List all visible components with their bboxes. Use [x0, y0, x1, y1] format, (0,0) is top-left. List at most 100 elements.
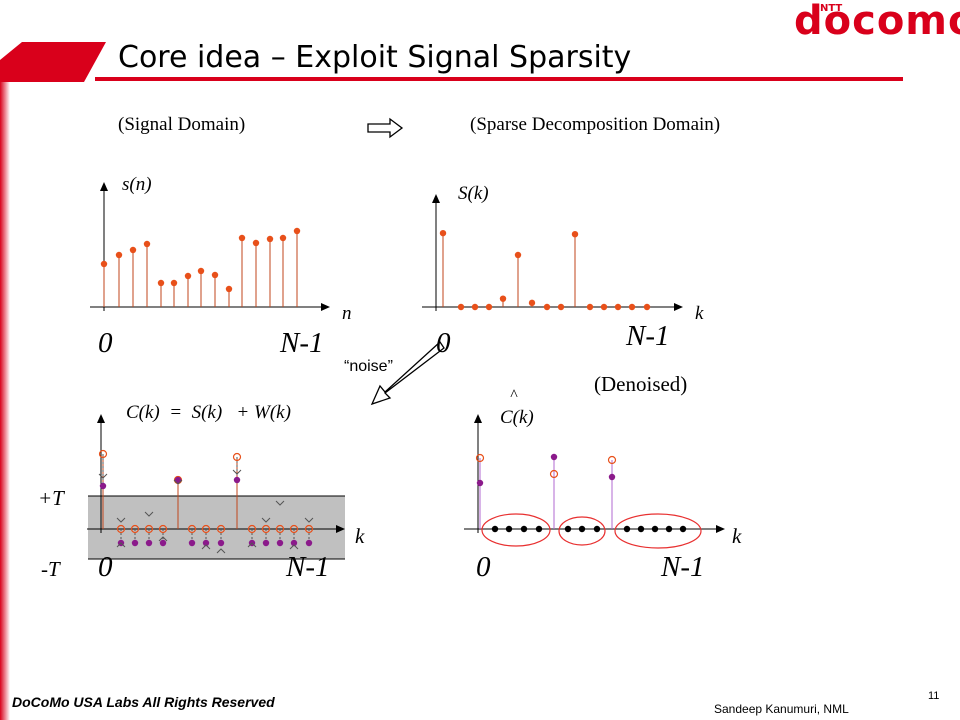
denoised-estimate-point	[550, 453, 558, 461]
sparse-xlabel: k	[695, 303, 704, 324]
footer-copyright: DoCoMo USA Labs All Rights Reserved	[12, 694, 275, 710]
noisy-observed-point	[276, 539, 284, 547]
signal-xlabel: n	[342, 303, 352, 324]
noise-chevron-up-icon	[116, 542, 126, 548]
signal-point	[184, 272, 192, 280]
noisy-x-axis-arrow-icon	[336, 525, 345, 533]
footer-author: Sandeep Kanumuri, NML	[714, 702, 849, 716]
noisy-original-point	[130, 524, 140, 534]
noisy-observed-point	[159, 539, 167, 547]
noise-chevron-down-icon	[98, 473, 108, 479]
signal-y-axis-arrow-icon	[100, 182, 108, 191]
noisy-original-point	[261, 524, 271, 534]
denoised-zero-point	[651, 525, 659, 533]
noisy-original-point	[144, 524, 154, 534]
signal-point	[197, 267, 205, 275]
threshold-band	[88, 496, 345, 559]
noise-chevron-down-icon	[304, 517, 314, 523]
denoised-zero-point	[535, 525, 543, 533]
noise-chevron-down-icon	[261, 517, 271, 523]
sparse-x-end-label: N-1	[625, 320, 670, 352]
denoised-original-point	[549, 469, 559, 479]
noisy-xlabel: k	[355, 524, 365, 548]
docomo-logo: docomo	[794, 0, 960, 44]
denoised-x-axis-arrow-icon	[716, 525, 725, 533]
sparse-point	[439, 229, 447, 237]
sparse-point	[643, 303, 651, 311]
signal-point	[157, 279, 165, 287]
signal-point	[115, 251, 123, 259]
noise-arrow-icon	[370, 341, 445, 406]
signal-point	[252, 239, 260, 247]
denoised-original-point	[475, 453, 485, 463]
sparse-point	[571, 231, 579, 238]
signal-point	[225, 285, 233, 293]
left-accent-bar	[0, 82, 10, 720]
logo-superscript: NTT	[820, 3, 843, 14]
denoised-ylabel-hat: ^	[510, 387, 518, 404]
noisy-observed-point	[131, 539, 139, 547]
denoised-ylabel: C(k)	[500, 407, 534, 428]
noisy-original-point	[275, 524, 285, 534]
denoised-zero-point	[578, 525, 586, 533]
noise-chevron-down-icon	[232, 469, 242, 475]
noise-chevron-up-icon	[201, 544, 211, 550]
noisy-observed-point	[174, 476, 182, 484]
noise-chevron-down-icon	[173, 479, 183, 485]
noisy-observed-point	[217, 539, 225, 547]
title-underline	[95, 77, 903, 81]
noisy-original-point	[201, 524, 211, 534]
zero-group-ellipse	[481, 513, 551, 547]
noisy-original-point	[289, 524, 299, 534]
denoised-y-axis-arrow-icon	[474, 414, 482, 423]
noise-chevron-up-icon	[158, 536, 168, 542]
noise-chevron-up-icon	[216, 548, 226, 554]
denoised-zero-point	[505, 525, 513, 533]
signal-point	[266, 235, 274, 243]
signal-point	[211, 271, 219, 279]
signal-point	[293, 227, 301, 235]
signal-point	[170, 279, 178, 287]
signal-point	[129, 246, 137, 254]
noisy-original-point	[232, 452, 242, 462]
sparse-x-start-label: 0	[436, 327, 451, 359]
denoised-zero-point	[623, 525, 631, 533]
noisy-original-point	[98, 449, 108, 459]
denoised-x-start-label: 0	[476, 551, 491, 583]
denoised-estimate-point	[608, 473, 616, 481]
signal-point	[238, 234, 246, 242]
denoised-label: (Denoised)	[594, 372, 688, 396]
noisy-original-point	[187, 524, 197, 534]
sparse-point	[628, 303, 636, 311]
noisy-observed-point	[233, 476, 241, 484]
sparse-point	[586, 303, 594, 311]
signal-x-axis-arrow-icon	[321, 303, 330, 311]
zero-group-ellipse	[614, 513, 702, 549]
zero-group-ellipse	[558, 516, 606, 546]
sparse-point	[528, 299, 536, 307]
sparse-point	[499, 295, 507, 302]
noise-chevron-up-icon	[289, 544, 299, 550]
noise-chevron-down-icon	[275, 500, 285, 506]
denoised-estimate-point	[476, 479, 484, 487]
equation-label: C(k) = S(k) + W(k)	[126, 402, 291, 423]
sparse-ylabel: S(k)	[458, 183, 489, 204]
denoised-zero-point	[564, 525, 572, 533]
sparse-point	[514, 251, 522, 259]
threshold-pos-label: +T	[38, 486, 65, 510]
sparse-y-axis-arrow-icon	[432, 194, 440, 203]
signal-x-start-label: 0	[98, 327, 113, 359]
domain-arrow-icon	[367, 117, 404, 139]
noisy-original-point	[158, 524, 168, 534]
noisy-x-start-label: 0	[98, 551, 113, 583]
noisy-observed-point	[202, 539, 210, 547]
noisy-original-point	[216, 524, 226, 534]
sparse-point	[614, 303, 622, 311]
sparse-x-axis-arrow-icon	[674, 303, 683, 311]
sparse-point	[485, 303, 493, 311]
page-number: 11	[928, 690, 940, 702]
signal-point	[143, 240, 151, 248]
noise-label: “noise”	[344, 358, 393, 375]
